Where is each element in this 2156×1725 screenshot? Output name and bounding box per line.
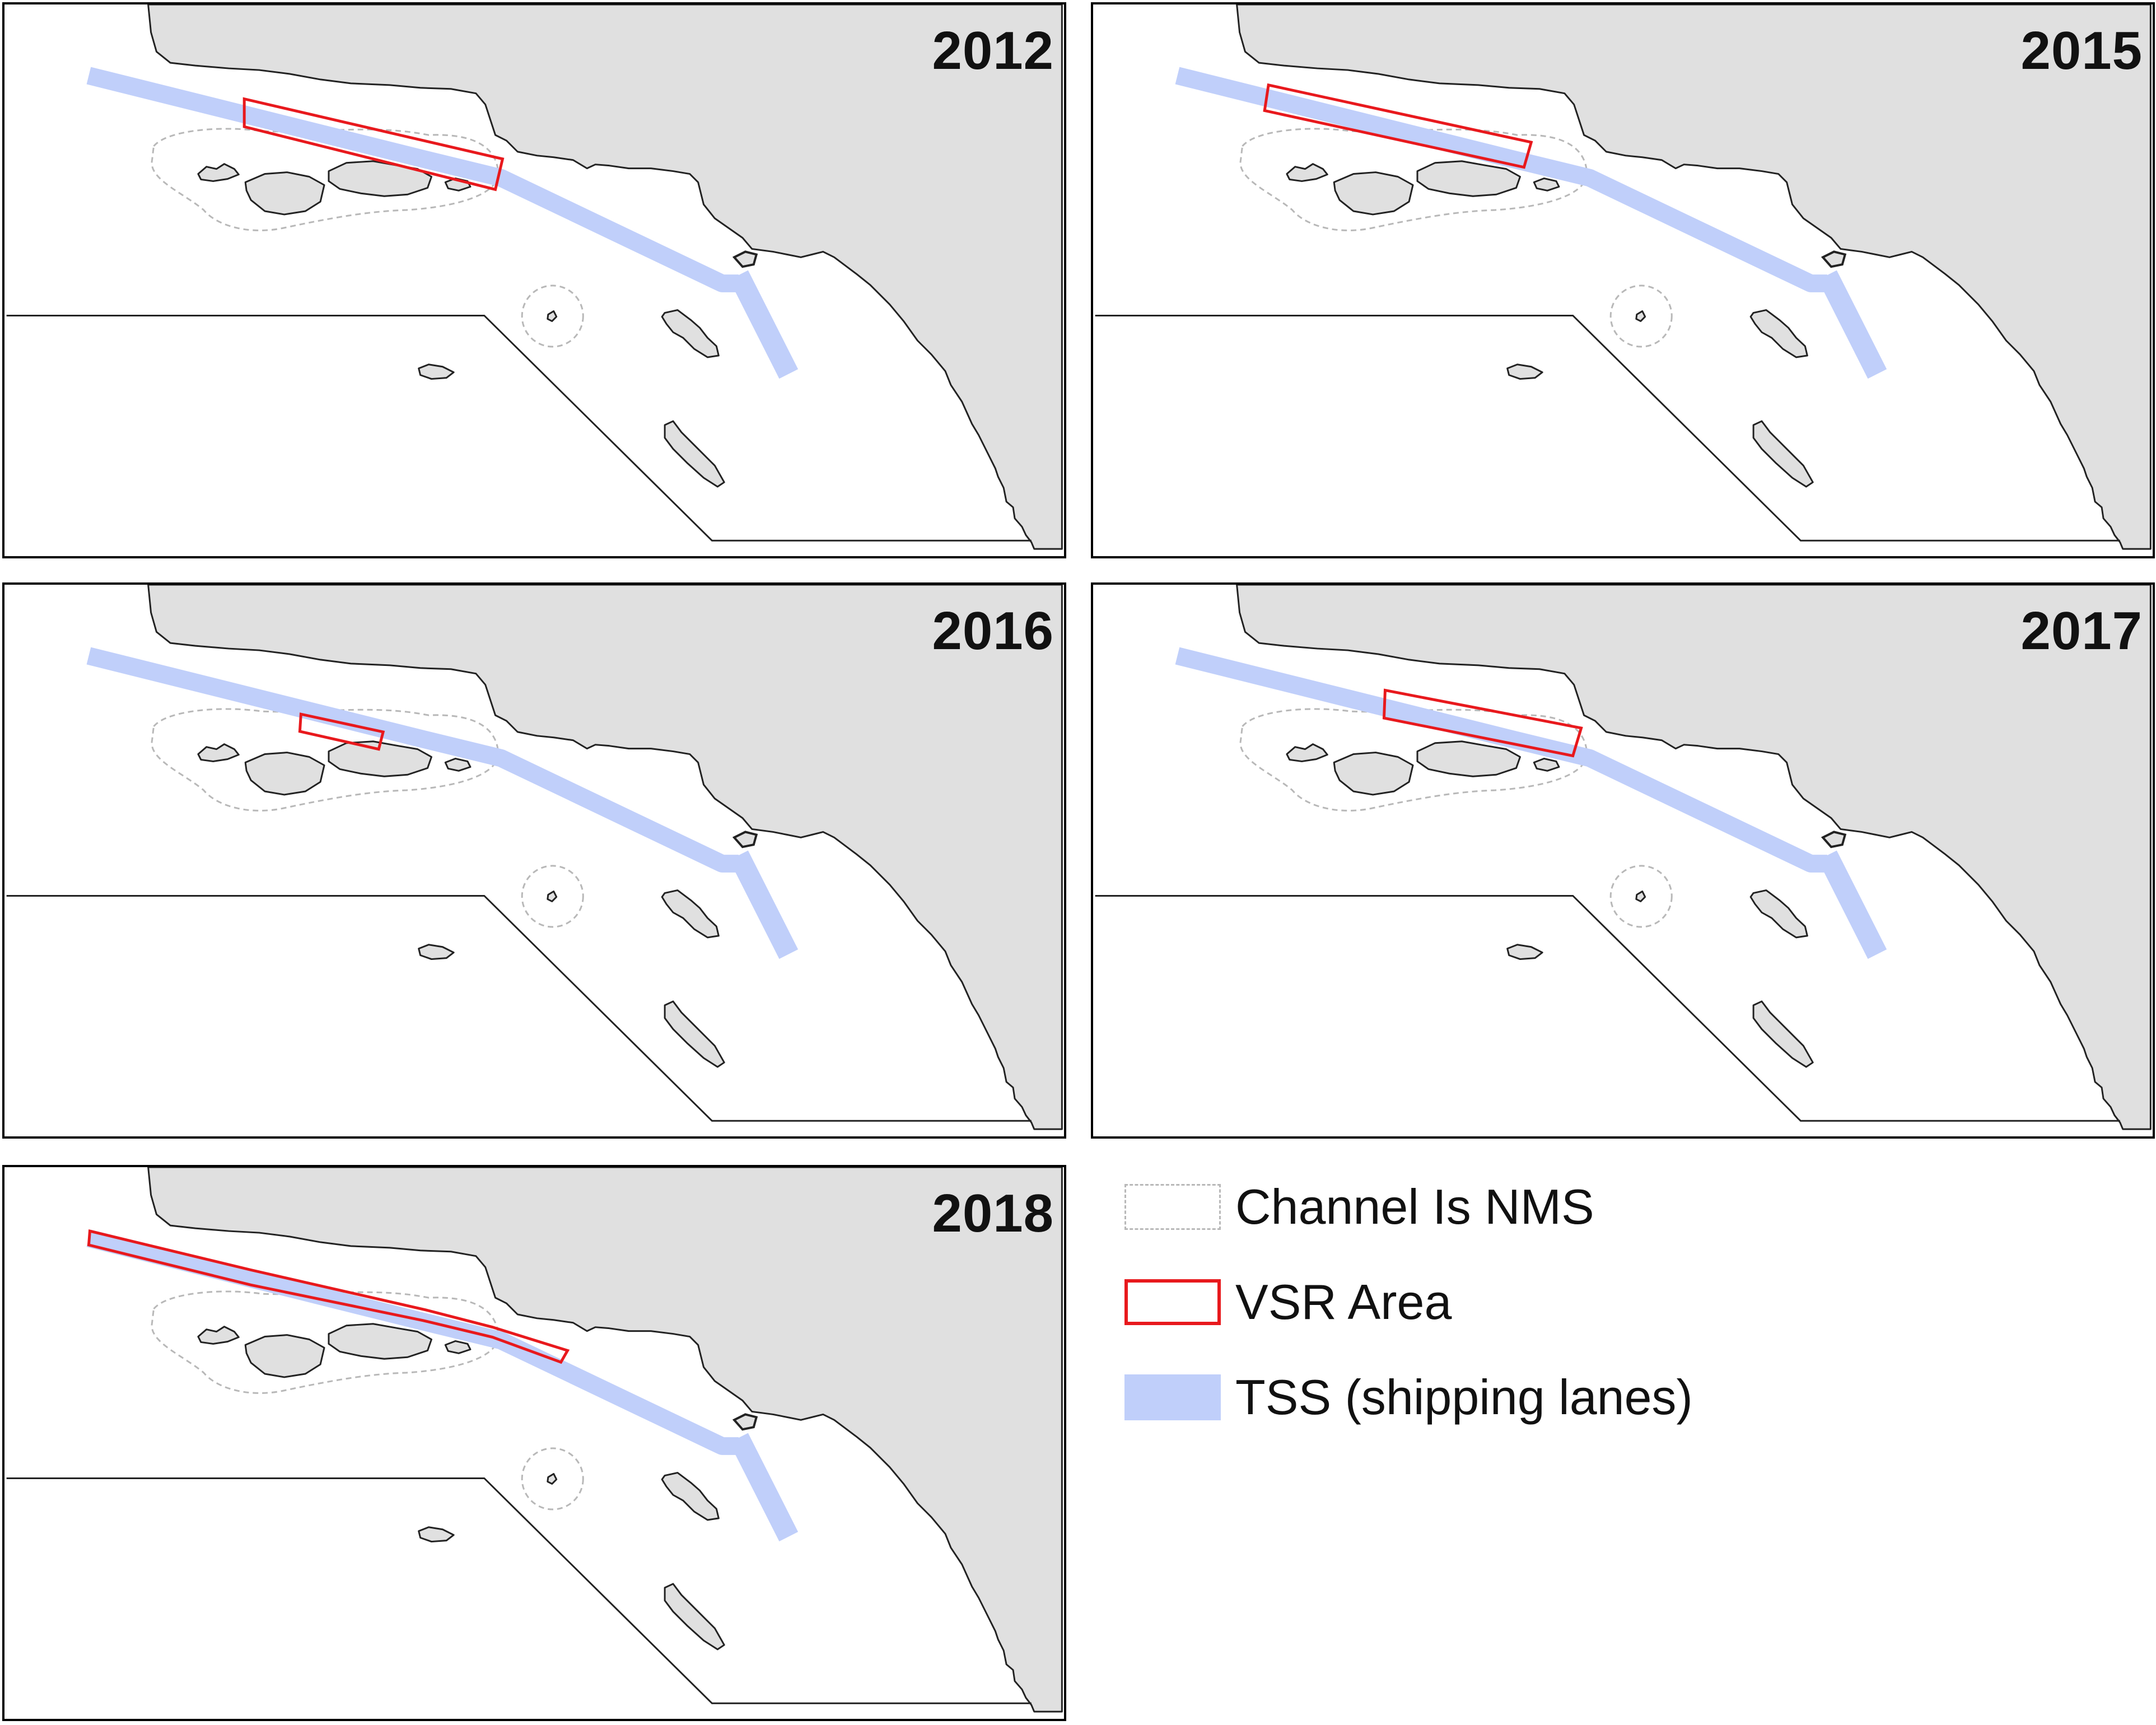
- mainland-coast: [1236, 585, 2152, 1130]
- island: [547, 1473, 558, 1485]
- legend-swatch-red-outline: [1124, 1279, 1221, 1325]
- harbor-detail: [732, 1413, 758, 1431]
- study-area-boundary: [1095, 315, 2120, 542]
- shipping-lane: [1175, 67, 1828, 292]
- sanctuary-boundary: [1609, 285, 1673, 348]
- study-area-boundary: [1095, 895, 2120, 1122]
- legend-label: VSR Area: [1235, 1274, 1452, 1330]
- island: [661, 309, 720, 358]
- panel-year-label: 2016: [932, 601, 1054, 661]
- island: [244, 171, 325, 216]
- island: [418, 363, 455, 380]
- island: [661, 1472, 720, 1521]
- vsr-area-outline: [87, 1229, 570, 1364]
- island: [1635, 891, 1646, 902]
- map-legend: Channel Is NMS VSR Area TSS (shipping la…: [1120, 1182, 1848, 1445]
- island: [244, 1334, 325, 1378]
- island: [1286, 163, 1328, 182]
- shipping-lane: [1175, 647, 1828, 873]
- harbor-detail: [732, 831, 758, 848]
- panel-year-label: 2015: [2020, 21, 2143, 81]
- island: [197, 1326, 240, 1345]
- island: [1286, 743, 1328, 762]
- shipping-lane: [1818, 850, 1887, 959]
- legend-swatch-blue-fill: [1124, 1374, 1221, 1420]
- study-area-boundary: [6, 315, 1032, 542]
- island: [1752, 420, 1814, 488]
- sanctuary-boundary: [1609, 865, 1673, 928]
- vsr-area-outline: [1382, 688, 1583, 758]
- island: [1635, 310, 1646, 322]
- map-panel-2016: 2016: [2, 582, 1066, 1139]
- island: [664, 1000, 725, 1068]
- vsr-area-outline: [1263, 83, 1533, 169]
- island: [418, 1526, 455, 1543]
- legend-item-sanctuary: Channel Is NMS: [1120, 1182, 1848, 1232]
- shipping-lane: [86, 647, 739, 873]
- study-area-boundary: [6, 1477, 1032, 1704]
- panel-year-label: 2012: [932, 21, 1054, 81]
- island: [328, 740, 432, 777]
- island: [1752, 1000, 1814, 1068]
- map-canvas: [6, 4, 1063, 550]
- legend-label: TSS (shipping lanes): [1235, 1369, 1693, 1425]
- island: [547, 310, 558, 322]
- harbor-detail: [1821, 831, 1847, 848]
- mainland-coast: [147, 4, 1063, 550]
- panel-year-label: 2017: [2020, 601, 2143, 661]
- island: [1333, 752, 1414, 796]
- island: [328, 160, 432, 197]
- vsr-area-outline: [242, 97, 505, 192]
- legend-label: Channel Is NMS: [1235, 1179, 1594, 1234]
- map-panel-2012: 2012: [2, 2, 1066, 558]
- shipping-lane: [729, 850, 799, 959]
- island: [1533, 177, 1560, 192]
- island: [1749, 309, 1808, 358]
- sanctuary-boundary: [521, 1447, 584, 1510]
- mainland-coast: [1236, 4, 2152, 550]
- island: [1506, 363, 1543, 380]
- shipping-lane: [729, 1433, 799, 1542]
- island: [444, 1340, 472, 1354]
- shipping-lane: [86, 67, 739, 292]
- island: [1506, 944, 1543, 961]
- island: [418, 944, 455, 961]
- island: [244, 752, 325, 796]
- shipping-lane: [729, 270, 799, 379]
- map-canvas: [6, 1167, 1063, 1713]
- island: [197, 163, 240, 182]
- sanctuary-boundary: [521, 285, 584, 348]
- island: [661, 889, 720, 939]
- island: [1533, 757, 1560, 772]
- map-panel-2015: 2015: [1091, 2, 2155, 558]
- panel-year-label: 2018: [932, 1183, 1054, 1243]
- legend-swatch-dashed-outline: [1124, 1184, 1221, 1230]
- island: [664, 420, 725, 488]
- island: [444, 757, 472, 772]
- island: [1333, 171, 1414, 216]
- island: [1749, 889, 1808, 939]
- shipping-lane: [1818, 270, 1887, 379]
- map-canvas: [6, 585, 1063, 1130]
- harbor-detail: [1821, 250, 1847, 268]
- mainland-coast: [147, 585, 1063, 1130]
- mainland-coast: [147, 1167, 1063, 1713]
- vsr-area-outline: [298, 712, 385, 751]
- legend-item-vsr: VSR Area: [1120, 1277, 1848, 1327]
- island: [664, 1583, 725, 1651]
- sanctuary-boundary: [521, 865, 584, 928]
- island: [1416, 740, 1521, 777]
- island: [197, 743, 240, 762]
- island: [1416, 160, 1521, 197]
- map-canvas: [1095, 4, 2152, 550]
- legend-item-tss: TSS (shipping lanes): [1120, 1372, 1848, 1423]
- island: [328, 1323, 432, 1360]
- map-canvas: [1095, 585, 2152, 1130]
- study-area-boundary: [6, 895, 1032, 1122]
- island: [547, 891, 558, 902]
- harbor-detail: [732, 250, 758, 268]
- map-panel-2018: 2018: [2, 1165, 1066, 1721]
- map-panel-2017: 2017: [1091, 582, 2155, 1139]
